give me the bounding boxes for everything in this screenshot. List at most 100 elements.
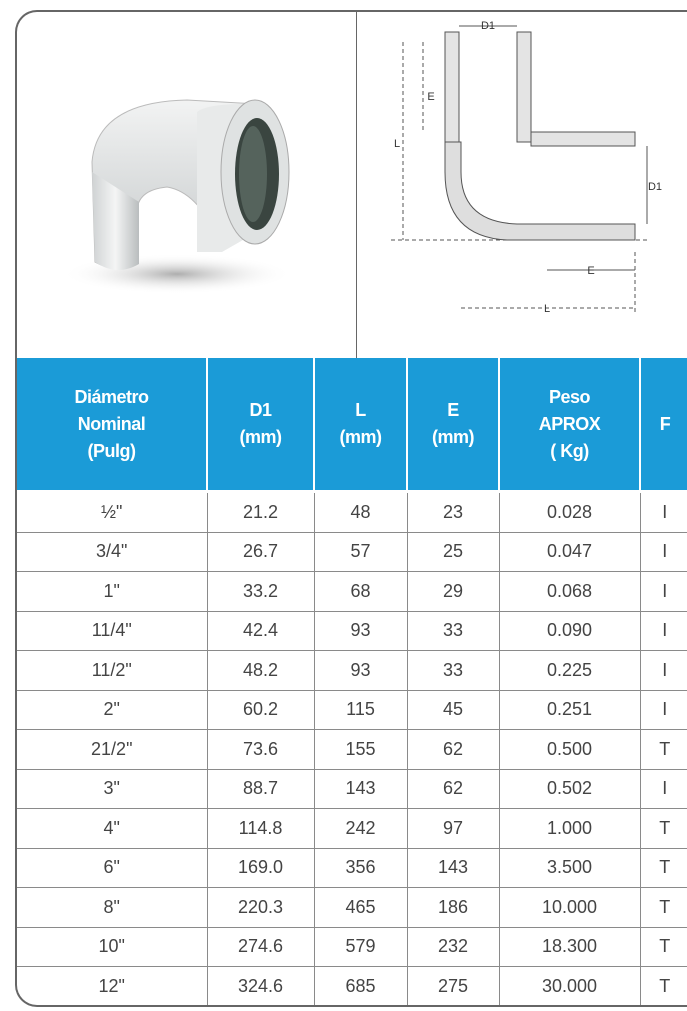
column-header: E(mm) <box>407 358 499 492</box>
product-photo <box>17 12 357 358</box>
table-cell: 143 <box>314 769 407 809</box>
header-line: D1 <box>208 397 313 424</box>
table-cell: 48 <box>314 492 407 533</box>
table-cell: 685 <box>314 967 407 1006</box>
table-cell: 11/2" <box>17 651 207 691</box>
header-line: (mm) <box>208 424 313 451</box>
table-cell: 73.6 <box>207 730 314 770</box>
table-cell: 21.2 <box>207 492 314 533</box>
table-cell: 62 <box>407 769 499 809</box>
figure-area: D1 E L D1 E L <box>17 12 687 358</box>
table-cell: 579 <box>314 927 407 967</box>
table-cell: 93 <box>314 651 407 691</box>
header-row: DiámetroNominal(Pulg)D1(mm)L(mm)E(mm)Pes… <box>17 358 687 492</box>
table-cell: 0.068 <box>499 572 640 612</box>
table-cell: 33 <box>407 611 499 651</box>
table-cell: 0.251 <box>499 690 640 730</box>
table-cell: 356 <box>314 848 407 888</box>
table-cell: 274.6 <box>207 927 314 967</box>
header-line: (mm) <box>408 424 498 451</box>
table-cell: 0.500 <box>499 730 640 770</box>
dimension-label: D1 <box>481 20 495 32</box>
table-cell: 115 <box>314 690 407 730</box>
table-cell: 114.8 <box>207 809 314 849</box>
table-cell: 21/2" <box>17 730 207 770</box>
table-cell: 26.7 <box>207 532 314 572</box>
table-cell: 232 <box>407 927 499 967</box>
table-cell: 220.3 <box>207 888 314 928</box>
table-cell: 4" <box>17 809 207 849</box>
table-cell: 186 <box>407 888 499 928</box>
table-cell: 0.502 <box>499 769 640 809</box>
table-cell: 3" <box>17 769 207 809</box>
table-cell: 324.6 <box>207 967 314 1006</box>
table-cell: 12" <box>17 967 207 1006</box>
table-cell: 2" <box>17 690 207 730</box>
header-line: APROX <box>500 411 639 438</box>
header-line: Peso <box>500 384 639 411</box>
technical-drawing: D1 E L D1 E L <box>357 12 687 358</box>
table-cell: 275 <box>407 967 499 1006</box>
table-cell: T <box>640 730 687 770</box>
table-cell: 29 <box>407 572 499 612</box>
table-cell: 0.225 <box>499 651 640 691</box>
header-line: (mm) <box>315 424 406 451</box>
header-line: Diámetro <box>17 384 206 411</box>
table-cell: T <box>640 888 687 928</box>
table-cell: 0.028 <box>499 492 640 533</box>
table-cell: 1.000 <box>499 809 640 849</box>
table-cell: 57 <box>314 532 407 572</box>
table-cell: 6" <box>17 848 207 888</box>
table-cell: I <box>640 532 687 572</box>
table-cell: 0.090 <box>499 611 640 651</box>
table-cell: 68 <box>314 572 407 612</box>
table-cell: 45 <box>407 690 499 730</box>
table-cell: T <box>640 927 687 967</box>
table-cell: I <box>640 492 687 533</box>
table-cell: 8" <box>17 888 207 928</box>
dimension-label: E <box>587 265 594 277</box>
table-cell: 30.000 <box>499 967 640 1006</box>
table-cell: 42.4 <box>207 611 314 651</box>
column-header: L(mm) <box>314 358 407 492</box>
table-cell: 242 <box>314 809 407 849</box>
table-cell: ½" <box>17 492 207 533</box>
table-cell: T <box>640 848 687 888</box>
table-row: 10"274.657923218.300T <box>17 927 687 967</box>
header-line: ( Kg) <box>500 438 639 465</box>
table-cell: 3.500 <box>499 848 640 888</box>
table-cell: 11/4" <box>17 611 207 651</box>
table-cell: T <box>640 967 687 1006</box>
table-cell: 62 <box>407 730 499 770</box>
table-cell: 0.047 <box>499 532 640 572</box>
column-header: F <box>640 358 687 492</box>
header-line: (Pulg) <box>17 438 206 465</box>
table-cell: 143 <box>407 848 499 888</box>
table-cell: 23 <box>407 492 499 533</box>
header-line: F <box>641 411 687 438</box>
table-cell: 88.7 <box>207 769 314 809</box>
table-cell: 1" <box>17 572 207 612</box>
table-cell: T <box>640 809 687 849</box>
table-cell: 465 <box>314 888 407 928</box>
table-cell: I <box>640 651 687 691</box>
page: D1 E L D1 E L DiámetroNominal(Pulg)D1(mm… <box>0 0 687 1011</box>
table-row: 3/4"26.757250.047I <box>17 532 687 572</box>
table-cell: 25 <box>407 532 499 572</box>
table-cell: 60.2 <box>207 690 314 730</box>
header-line: L <box>315 397 406 424</box>
table-cell: 93 <box>314 611 407 651</box>
dimension-label: D1 <box>648 181 662 193</box>
table-cell: 18.300 <box>499 927 640 967</box>
table-cell: I <box>640 769 687 809</box>
